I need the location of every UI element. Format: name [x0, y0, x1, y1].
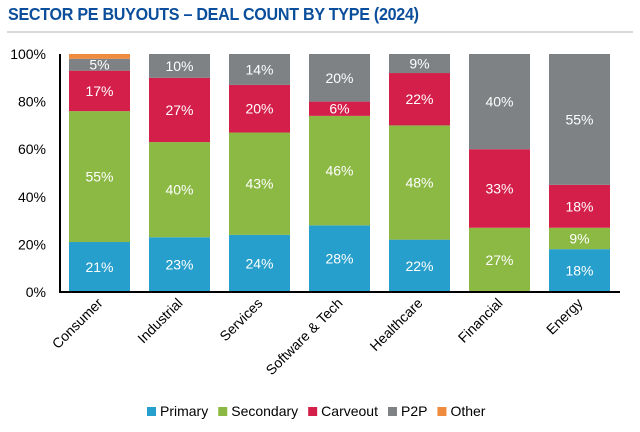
bar-segment-secondary [69, 111, 130, 243]
y-tick-label: 100% [10, 46, 46, 62]
y-tick-label: 0% [26, 284, 46, 300]
data-label: 23% [165, 257, 193, 273]
bar-segment-carveout [469, 149, 530, 228]
x-tick-label: Software & Tech [262, 295, 345, 378]
bar-segment-p2p [549, 54, 610, 185]
legend-label: Other [450, 403, 485, 419]
data-label: 43% [245, 176, 273, 192]
legend-label: Secondary [231, 403, 298, 419]
bar-segment-p2p [69, 58, 130, 71]
legend-label: P2P [401, 403, 427, 419]
x-tick-label: Financial [455, 295, 506, 346]
bar-segment-p2p [309, 54, 370, 102]
legend-label: Carveout [321, 403, 378, 419]
bar-segment-carveout [389, 73, 450, 126]
bar-segment-carveout [549, 184, 610, 228]
bar-segment-p2p [469, 54, 530, 150]
y-tick-label: 60% [18, 141, 46, 157]
data-label: 17% [85, 83, 113, 99]
data-label: 20% [325, 70, 353, 86]
data-label: 18% [565, 198, 593, 214]
data-label: 18% [565, 263, 593, 279]
bar-segment-p2p [149, 54, 210, 78]
bar-segment-secondary [549, 227, 610, 250]
bar-segment-secondary [389, 125, 450, 240]
data-label: 9% [569, 230, 589, 246]
bar-segment-secondary [469, 227, 530, 292]
bar-segment-secondary [149, 142, 210, 238]
data-label: 27% [485, 252, 513, 268]
legend-swatch-primary [147, 407, 156, 416]
y-tick-label: 20% [18, 236, 46, 252]
data-label: 33% [485, 180, 513, 196]
title-divider [7, 31, 633, 33]
bar-segment-carveout [69, 70, 130, 112]
data-label: 20% [245, 101, 273, 117]
data-label: 5% [89, 57, 109, 73]
bar-segment-primary [549, 249, 610, 292]
x-tick-label: Healthcare [366, 295, 425, 354]
bar-segment-secondary [229, 132, 290, 235]
data-label: 27% [165, 102, 193, 118]
legend-label: Primary [160, 403, 208, 419]
bar-segment-primary [309, 225, 370, 292]
data-label: 9% [409, 56, 429, 72]
data-label: 21% [85, 259, 113, 275]
bar-segment-carveout [229, 84, 290, 133]
data-label: 10% [165, 58, 193, 74]
bar-segment-secondary [309, 115, 370, 226]
legend-swatch-p2p [387, 407, 397, 416]
bar-segment-primary [69, 242, 130, 292]
data-label: 40% [485, 94, 513, 110]
bar-segment-p2p [389, 54, 450, 74]
x-tick-label: Consumer [49, 295, 106, 352]
x-tick-label: Industrial [134, 295, 185, 346]
data-label: 40% [165, 182, 193, 198]
data-label: 22% [405, 91, 433, 107]
bar-segment-primary [389, 239, 450, 292]
bar-segment-other [69, 54, 130, 59]
legend-swatch-other [437, 407, 447, 416]
data-label: 46% [325, 163, 353, 179]
chart-title: SECTOR PE BUYOUTS – DEAL COUNT BY TYPE (… [8, 4, 419, 24]
data-label: 28% [325, 251, 353, 267]
bar-segment-primary [229, 234, 290, 292]
legend-swatch-secondary [218, 407, 228, 416]
data-label: 48% [405, 175, 433, 191]
bar-segment-primary [149, 237, 210, 292]
legend-swatch-carveout [308, 407, 318, 416]
x-tick-label: Energy [543, 295, 586, 338]
data-label: 55% [85, 169, 113, 185]
y-tick-label: 80% [18, 94, 46, 110]
bar-segment-p2p [229, 54, 290, 85]
data-label: 6% [329, 101, 349, 117]
bar-segment-carveout [309, 101, 370, 116]
data-label: 14% [245, 61, 273, 77]
x-tick-label: Services [216, 295, 265, 344]
bar-segment-carveout [149, 77, 210, 143]
data-label: 22% [405, 258, 433, 274]
data-label: 24% [245, 255, 273, 271]
data-label: 55% [565, 111, 593, 127]
y-tick-label: 40% [18, 189, 46, 205]
